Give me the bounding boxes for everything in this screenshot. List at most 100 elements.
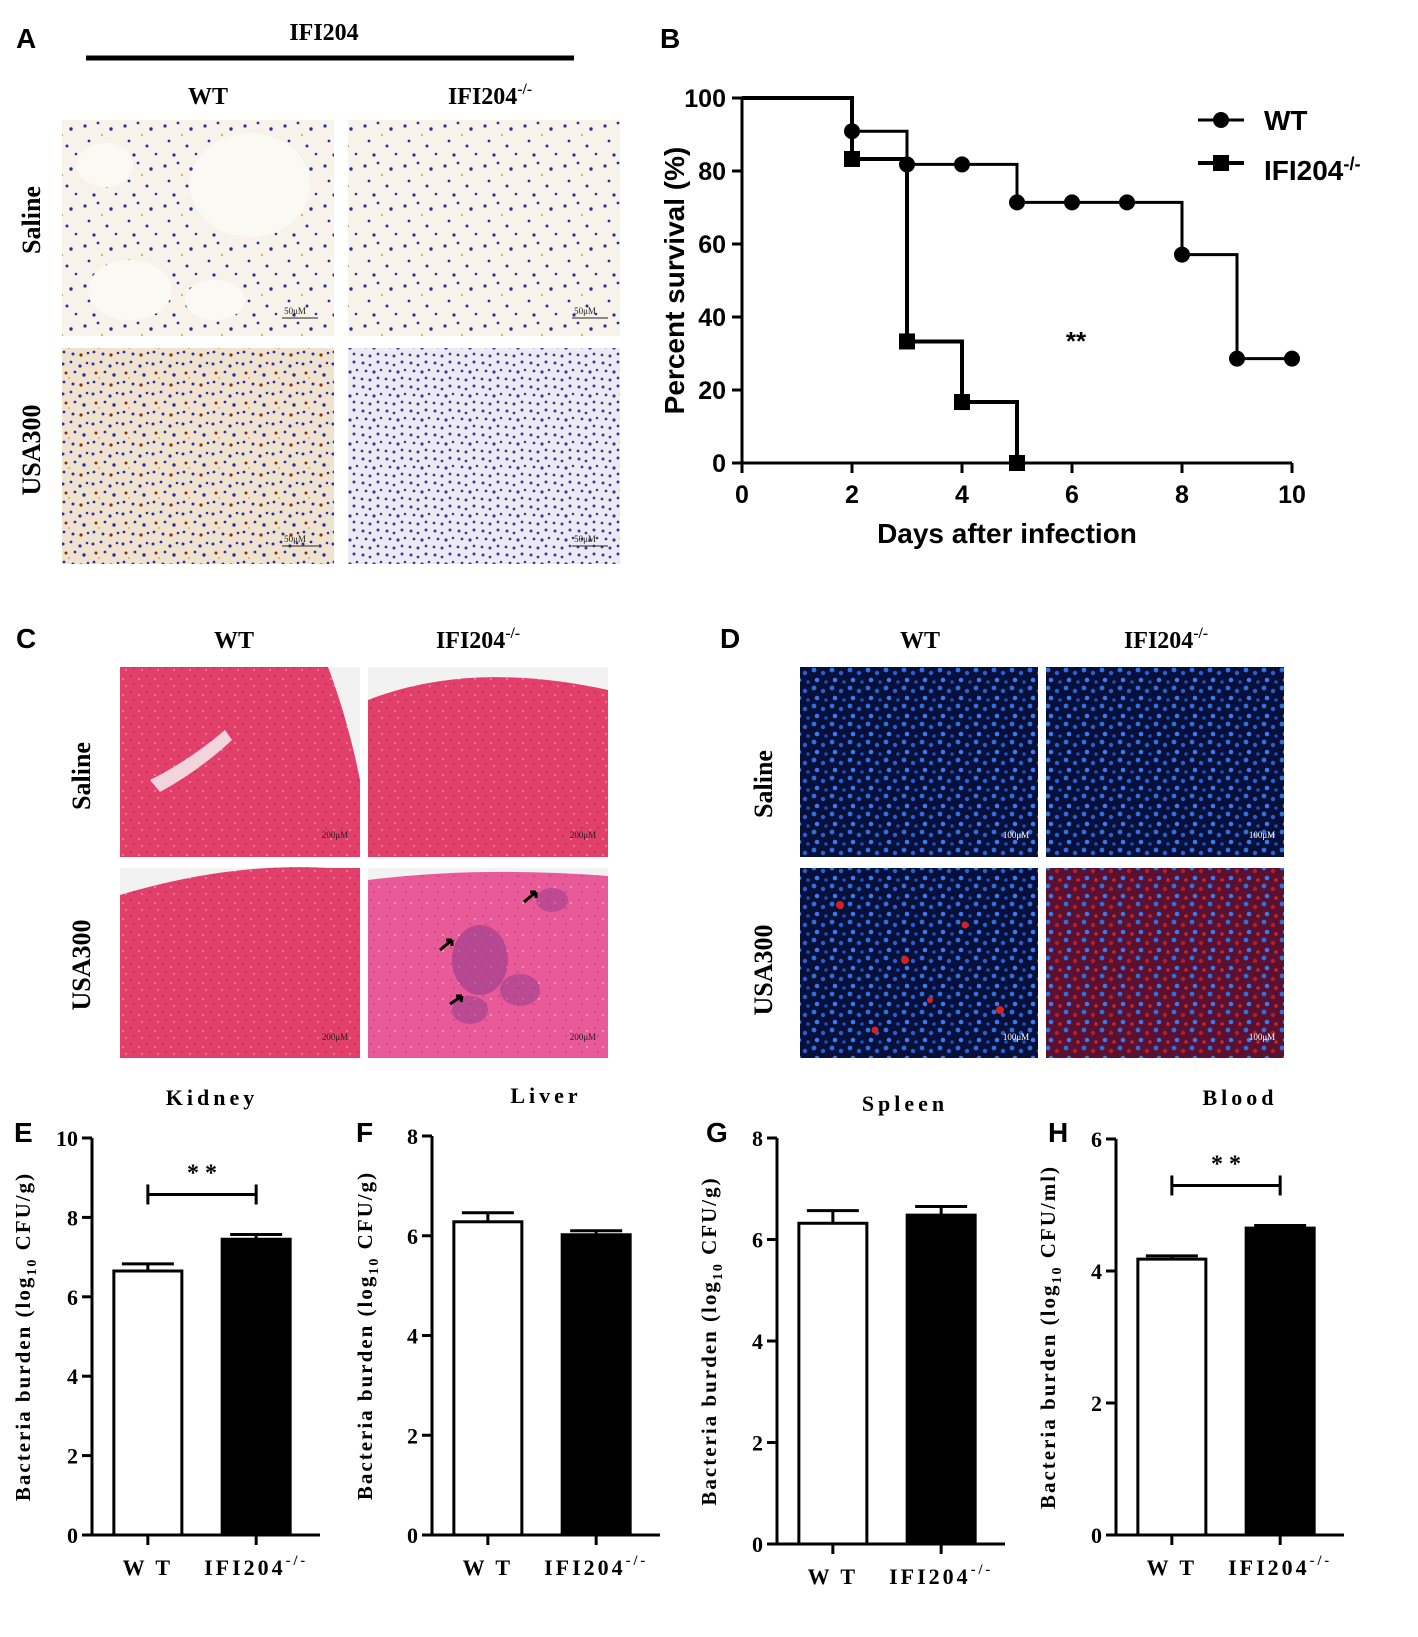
panel-d: D WT IFI204-/- Saline USA300 100μM 100μM… <box>720 623 1284 1058</box>
bar-f-0 <box>452 1220 524 1537</box>
scale-label-d1: 100μM <box>1003 830 1029 840</box>
x-tick-label-h-0: W T <box>1147 1555 1197 1580</box>
survival-chart: 0 20 40 60 80 100 0 2 4 6 8 10 Days after infection P… <box>659 85 1361 549</box>
significance-label-e: * * <box>187 1160 217 1186</box>
panel-c-row-saline: Saline <box>67 742 96 810</box>
ihc-image-ko-usa300 <box>348 348 620 564</box>
panel-b: B 0 20 40 60 80 100 0 2 4 6 8 10 Days after infectio… <box>659 23 1361 549</box>
scale-label-d2: 100μM <box>1249 830 1275 840</box>
y-tick-label-h-2: 4 <box>1091 1259 1102 1284</box>
legend-marker-wt <box>1213 112 1229 128</box>
y-tick-label-e-5: 10 <box>56 1126 78 1151</box>
scale-label-d3: 100μM <box>1003 1032 1029 1042</box>
y-tick-label-b-0: 0 <box>712 450 726 478</box>
panel-c-col-ko: IFI204-/- <box>436 625 520 654</box>
if-image-wt-usa300 <box>800 868 1038 1058</box>
ko-point-2 <box>954 394 970 411</box>
y-tick-label-f-4: 8 <box>407 1124 418 1149</box>
he-image-wt-saline <box>120 667 360 857</box>
y-tick-label-f-0: 0 <box>407 1523 418 1548</box>
y-tick-label-b-1: 20 <box>698 377 726 405</box>
chart-title-f: Liver <box>510 1083 581 1108</box>
significance-label-h: * * <box>1211 1151 1241 1177</box>
panel-c: C WT IFI204-/- Saline USA300 <box>16 623 608 1058</box>
panel-a-col-wt: WT <box>188 84 228 110</box>
bar-chart-blood: Blood 0 2 4 6 Bacteria burden (log10 CFU/ml) W… <box>1036 1085 1344 1580</box>
y-axis-label-h: Bacteria burden (log10 CFU/ml) <box>1036 1165 1065 1509</box>
panel-letter-c: C <box>16 623 36 654</box>
bar-h-0 <box>1136 1257 1208 1537</box>
y-tick-label-h-3: 6 <box>1091 1127 1102 1152</box>
x-tick-label-f-0: W T <box>463 1555 513 1580</box>
scale-label-c1: 200μM <box>322 830 348 840</box>
bar-chart-kidney: Kidney 0 2 4 6 8 10 Bacteria burden (log10 CFU/… <box>11 1085 320 1580</box>
x-tick-label-b-0: 0 <box>735 481 749 509</box>
panel-g: G Spleen 0 2 4 6 8 Bacteria burden (log10 CFU/… <box>697 1091 1005 1589</box>
series-line-ko <box>742 96 1019 463</box>
y-tick-label-e-3: 6 <box>67 1285 78 1310</box>
if-image-ko-saline <box>1046 667 1284 857</box>
y-axis-label-e: Bacteria burden (log10 CFU/g) <box>11 1172 40 1501</box>
panel-d-col-ko: IFI204-/- <box>1124 625 1208 654</box>
ihc-image-ko-saline <box>348 120 620 336</box>
chart-title-h: Blood <box>1202 1085 1277 1110</box>
wt-point-3 <box>1009 194 1025 211</box>
panel-letter-h: H <box>1048 1117 1068 1148</box>
panel-e: E Kidney 0 2 4 6 8 10 Bacteria burden (log10 CF… <box>11 1085 320 1580</box>
panel-c-col-wt: WT <box>214 628 254 654</box>
y-tick-label-f-3: 6 <box>407 1224 418 1249</box>
wt-point-4 <box>1064 194 1080 211</box>
y-tick-label-e-4: 8 <box>67 1205 78 1230</box>
x-tick-label-g-1: IFI204-/- <box>889 1562 993 1589</box>
y-tick-label-b-3: 60 <box>698 231 726 259</box>
x-tick-label-b-4: 8 <box>1175 481 1189 509</box>
bar-g-0 <box>797 1221 869 1546</box>
chart-title-g: Spleen <box>862 1091 948 1116</box>
x-tick-label-b-1: 2 <box>845 481 859 509</box>
legend-marker-ko <box>1213 155 1229 171</box>
bar-g-1 <box>905 1213 977 1546</box>
y-tick-label-e-1: 2 <box>67 1444 78 1469</box>
wt-point-8 <box>1284 350 1300 367</box>
panel-d-row-usa300: USA300 <box>749 924 778 1015</box>
panel-letter-a: A <box>16 23 36 54</box>
legend-label-ko: IFI204-/- <box>1264 154 1361 186</box>
scale-bars-d: 100μM 100μM 100μM 100μM <box>1003 830 1275 1042</box>
ko-point-1 <box>899 333 915 350</box>
scale-label-c4: 200μM <box>570 1032 596 1042</box>
ko-point-3 <box>1009 455 1025 471</box>
y-tick-label-h-0: 0 <box>1091 1523 1102 1548</box>
panel-h: H Blood 0 2 4 6 Bacteria burden (log10 CFU/ml… <box>1036 1085 1344 1580</box>
panel-letter-d: D <box>720 623 740 654</box>
scale-bars-c: 200μM 200μM 200μM 200μM <box>322 830 596 1042</box>
panel-letter-e: E <box>14 1117 33 1148</box>
he-image-ko-saline <box>368 667 608 857</box>
x-axis-label-b: Days after infection <box>877 518 1137 549</box>
panel-letter-b: B <box>660 23 680 54</box>
panel-f: F Liver 0 2 4 6 8 Bacteria burden (log10 CFU/g… <box>353 1083 660 1580</box>
y-tick-label-g-0: 0 <box>752 1532 763 1557</box>
y-axis-label-g: Bacteria burden (log10 CFU/g) <box>697 1176 726 1505</box>
he-image-ko-usa300 <box>368 868 608 1058</box>
wt-point-7 <box>1229 350 1245 367</box>
y-tick-label-f-1: 2 <box>407 1423 418 1448</box>
x-tick-label-e-1: IFI204-/- <box>204 1553 308 1580</box>
scale-label-d4: 100μM <box>1249 1032 1275 1042</box>
y-tick-label-g-2: 4 <box>752 1329 763 1354</box>
bar-chart-spleen: Spleen 0 2 4 6 8 Bacteria burden (log10 CFU/g)… <box>697 1091 1005 1589</box>
if-image-wt-saline <box>800 667 1038 857</box>
x-tick-label-f-1: IFI204-/- <box>544 1553 648 1580</box>
panel-letter-g: G <box>706 1117 728 1148</box>
y-tick-label-g-3: 6 <box>752 1228 763 1253</box>
x-tick-label-b-5: 10 <box>1278 481 1306 509</box>
panel-a-header: IFI204 <box>289 20 358 46</box>
y-tick-label-b-2: 40 <box>698 304 726 332</box>
x-tick-label-e-0: W T <box>123 1555 173 1580</box>
panel-d-row-saline: Saline <box>749 750 778 818</box>
panel-a-row-usa300: USA300 <box>17 404 46 495</box>
scale-label-a1: 50μM <box>284 306 306 316</box>
wt-point-2 <box>954 156 970 173</box>
y-tick-label-e-2: 4 <box>67 1364 78 1389</box>
alveolar-spaces-wt <box>77 133 310 320</box>
scale-label-a4: 50μM <box>574 534 596 544</box>
